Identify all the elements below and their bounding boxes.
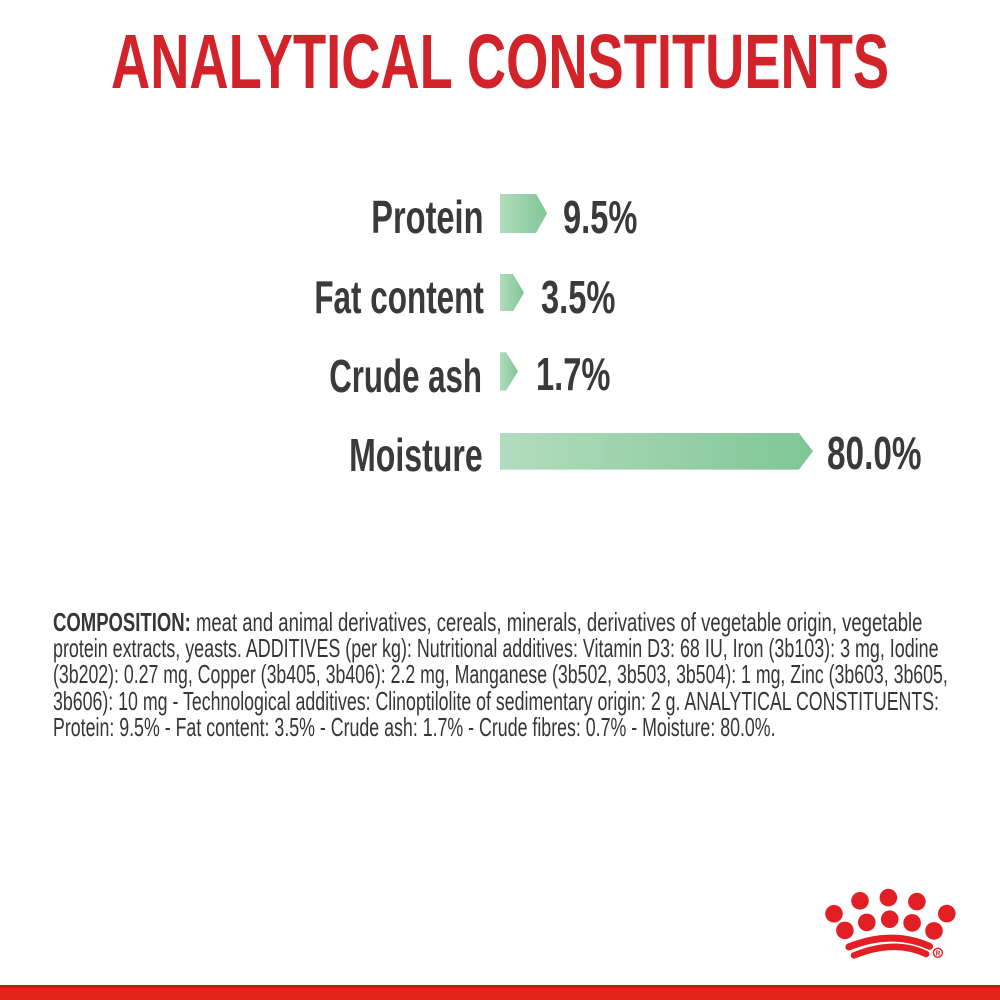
svg-text:R: R — [935, 950, 940, 957]
